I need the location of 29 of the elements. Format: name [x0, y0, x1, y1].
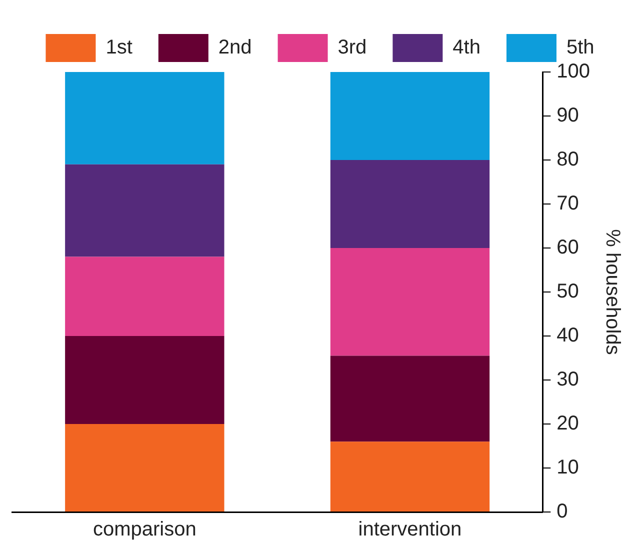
- legend-label: 3rd: [338, 36, 367, 59]
- bar: [65, 424, 224, 512]
- y-tick-label: 20: [556, 412, 579, 435]
- bar: [65, 256, 224, 336]
- y-tick-label: 70: [556, 192, 579, 215]
- bar: [330, 248, 490, 356]
- bar: [65, 164, 224, 257]
- y-tick-label: 90: [556, 104, 579, 127]
- legend-label: 5th: [566, 36, 594, 59]
- x-tick-label: intervention: [358, 518, 462, 541]
- y-tick-label: 100: [556, 60, 590, 83]
- y-tick-label: 40: [556, 324, 579, 347]
- y-tick-label: 50: [556, 280, 579, 303]
- x-tick-label: comparison: [92, 518, 196, 541]
- bar: [330, 160, 490, 248]
- y-tick-label: 60: [556, 236, 579, 259]
- bar: [65, 336, 224, 424]
- bar: [330, 72, 490, 160]
- y-axis-title: % households: [601, 229, 624, 355]
- bar: [330, 356, 490, 442]
- y-tick-label: 10: [556, 456, 579, 479]
- bar: [330, 442, 490, 512]
- legend-label: 4th: [452, 36, 480, 59]
- legend-label: 2nd: [218, 36, 252, 59]
- y-tick-label: 30: [556, 368, 579, 391]
- y-tick-label: 80: [556, 148, 579, 171]
- bar: [65, 72, 224, 164]
- y-tick-label: 0: [556, 500, 568, 523]
- legend-label: 1st: [106, 36, 133, 59]
